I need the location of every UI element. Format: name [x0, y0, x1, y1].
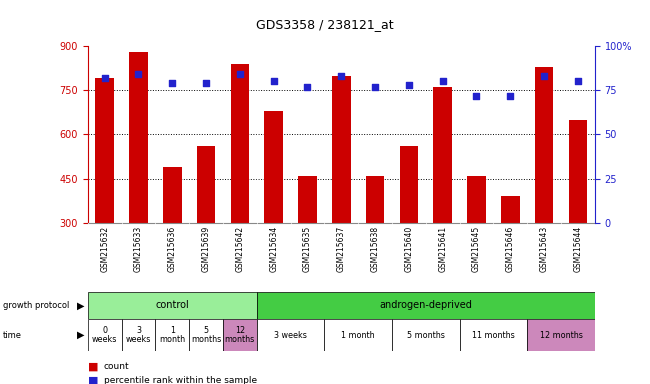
Bar: [88, 319, 122, 351]
Text: count: count: [104, 362, 129, 371]
Point: [505, 93, 515, 99]
Text: GSM215643: GSM215643: [540, 226, 549, 272]
Text: GSM215638: GSM215638: [370, 226, 380, 272]
Text: GSM215642: GSM215642: [235, 226, 244, 272]
Point: [99, 75, 110, 81]
Text: GSM215632: GSM215632: [100, 226, 109, 272]
Bar: [332, 76, 350, 223]
Text: 1
month: 1 month: [159, 326, 185, 344]
Text: 12
months: 12 months: [225, 326, 255, 344]
Point: [370, 84, 380, 90]
Point: [437, 78, 448, 84]
Text: GSM215639: GSM215639: [202, 226, 211, 272]
Text: ■: ■: [88, 362, 102, 372]
Point: [573, 78, 583, 84]
Text: GSM215634: GSM215634: [269, 226, 278, 272]
Bar: [189, 319, 223, 351]
Text: 5
months: 5 months: [191, 326, 221, 344]
Text: 0
weeks: 0 weeks: [92, 326, 118, 344]
Bar: [569, 120, 587, 223]
Point: [336, 73, 346, 79]
Bar: [155, 319, 189, 351]
Text: GSM215641: GSM215641: [438, 226, 447, 272]
Bar: [257, 319, 324, 351]
Bar: [467, 175, 486, 223]
Point: [201, 80, 211, 86]
Point: [539, 73, 549, 79]
Text: androgen-deprived: androgen-deprived: [380, 300, 472, 310]
Text: percentile rank within the sample: percentile rank within the sample: [104, 376, 257, 384]
Bar: [231, 64, 249, 223]
Text: GDS3358 / 238121_at: GDS3358 / 238121_at: [256, 18, 394, 31]
Point: [268, 78, 279, 84]
Text: 3
weeks: 3 weeks: [125, 326, 151, 344]
Text: 11 months: 11 months: [472, 331, 515, 339]
Text: ▶: ▶: [77, 330, 85, 340]
Bar: [460, 319, 527, 351]
Text: 12 months: 12 months: [540, 331, 582, 339]
Bar: [535, 67, 553, 223]
Bar: [257, 292, 595, 319]
Bar: [265, 111, 283, 223]
Text: GSM215646: GSM215646: [506, 226, 515, 272]
Point: [471, 93, 482, 99]
Bar: [96, 78, 114, 223]
Text: 3 weeks: 3 weeks: [274, 331, 307, 339]
Text: GSM215635: GSM215635: [303, 226, 312, 272]
Bar: [366, 175, 384, 223]
Text: growth protocol: growth protocol: [3, 301, 70, 310]
Bar: [122, 319, 155, 351]
Point: [404, 82, 414, 88]
Text: ▶: ▶: [77, 300, 85, 310]
Bar: [163, 167, 181, 223]
Point: [235, 71, 245, 78]
Bar: [197, 146, 215, 223]
Text: GSM215636: GSM215636: [168, 226, 177, 272]
Point: [302, 84, 313, 90]
Text: control: control: [155, 300, 189, 310]
Point: [133, 71, 144, 78]
Text: GSM215633: GSM215633: [134, 226, 143, 272]
Bar: [527, 319, 595, 351]
Bar: [400, 146, 418, 223]
Bar: [88, 292, 257, 319]
Text: GSM215645: GSM215645: [472, 226, 481, 272]
Bar: [223, 319, 257, 351]
Text: ■: ■: [88, 375, 102, 384]
Bar: [501, 196, 519, 223]
Text: 1 month: 1 month: [341, 331, 375, 339]
Bar: [324, 319, 392, 351]
Text: GSM215644: GSM215644: [573, 226, 582, 272]
Point: [167, 80, 177, 86]
Text: time: time: [3, 331, 22, 339]
Text: GSM215640: GSM215640: [404, 226, 413, 272]
Text: GSM215637: GSM215637: [337, 226, 346, 272]
Bar: [298, 175, 317, 223]
Text: 5 months: 5 months: [407, 331, 445, 339]
Bar: [129, 52, 148, 223]
Bar: [392, 319, 460, 351]
Bar: [434, 87, 452, 223]
